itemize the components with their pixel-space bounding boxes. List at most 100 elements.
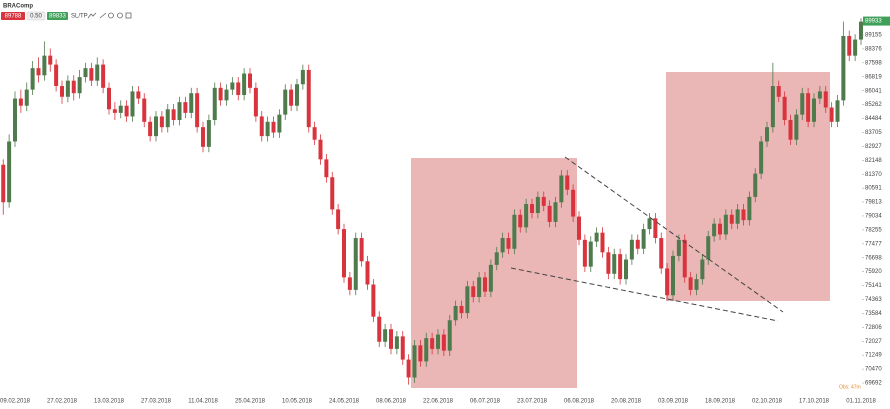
candle-body xyxy=(706,236,711,260)
candle-body xyxy=(336,209,341,230)
x-tick-label: 09.02.2018 xyxy=(0,399,31,405)
x-tick-label: 25.04.2018 xyxy=(235,399,266,405)
y-tick-label: 72027 xyxy=(865,339,882,345)
buy-button[interactable] xyxy=(47,12,68,20)
x-tick-label: 18.09.2018 xyxy=(705,399,736,405)
last-price-label: 89933 xyxy=(865,19,882,25)
candle-body xyxy=(13,98,17,142)
y-tick-label: 73584 xyxy=(865,311,882,317)
candle-body xyxy=(823,91,828,108)
y-tick-label: 87598 xyxy=(865,60,882,66)
x-tick-label: 17.10.2018 xyxy=(799,399,830,405)
candle-body xyxy=(835,100,840,122)
y-tick-label: 84484 xyxy=(865,116,882,122)
candle-body xyxy=(488,264,493,292)
candle-body xyxy=(782,96,787,121)
line-tool[interactable] xyxy=(87,12,97,19)
candle-body xyxy=(788,120,793,140)
x-tick-label: 27.03.2018 xyxy=(141,399,172,405)
candle-body xyxy=(700,259,705,280)
y-tick-label: 78255 xyxy=(865,227,882,233)
draw-tool[interactable] xyxy=(99,12,107,19)
sltp[interactable]: SL/TP xyxy=(71,14,88,20)
candle-body xyxy=(776,86,781,97)
candle-body xyxy=(230,82,235,90)
candle-body xyxy=(530,204,534,213)
candle-body xyxy=(265,121,270,137)
candle-body xyxy=(812,98,816,122)
candle-body xyxy=(541,196,546,206)
candle-body xyxy=(77,77,82,94)
candle-body xyxy=(201,127,205,147)
x-tick-label: 02.10.2018 xyxy=(752,399,783,405)
candle-body xyxy=(206,120,211,147)
y-tick-label: 89155 xyxy=(865,33,882,39)
sell-price[interactable]: 89788 xyxy=(5,14,22,20)
candle-body xyxy=(271,121,276,133)
x-tick-label: 06.07.2018 xyxy=(470,399,501,405)
candle-body xyxy=(48,55,53,65)
candle-body xyxy=(154,116,158,137)
candle-body xyxy=(177,102,182,121)
candle-body xyxy=(36,68,41,76)
candle-body xyxy=(817,91,822,99)
candle-body xyxy=(624,259,628,280)
candle-body xyxy=(535,196,540,213)
candle-body xyxy=(306,69,311,128)
candle-body xyxy=(54,64,59,87)
candle-body xyxy=(441,334,446,351)
x-tick-label: 22.06.2018 xyxy=(423,399,454,405)
candle-body xyxy=(577,216,581,240)
candle-body xyxy=(718,223,722,235)
y-tick-label: 70470 xyxy=(865,367,882,373)
y-tick-label: 85262 xyxy=(865,102,882,108)
candle-body xyxy=(424,338,429,362)
candle-body xyxy=(524,204,529,228)
candle-body xyxy=(218,87,223,101)
candle-body xyxy=(436,334,440,349)
y-tick-label: 88376 xyxy=(865,47,882,53)
trendlines xyxy=(510,156,784,322)
candle-body xyxy=(112,109,117,113)
candle-body xyxy=(676,239,681,256)
candle-body xyxy=(159,116,164,128)
candle-body xyxy=(406,359,411,378)
candle-body xyxy=(829,107,834,122)
y-tick-label: 80591 xyxy=(865,186,882,192)
settings[interactable] xyxy=(125,12,132,19)
candle-body xyxy=(588,241,593,267)
y-tick-label: 75141 xyxy=(865,283,882,289)
zoom-in[interactable] xyxy=(108,12,114,19)
candle-body xyxy=(653,218,658,239)
candle-body xyxy=(89,68,94,81)
candle-body xyxy=(477,277,482,298)
lot-field[interactable] xyxy=(26,11,46,21)
candle-body xyxy=(600,232,605,253)
lot[interactable]: 0.50 xyxy=(30,14,42,20)
tool-icons[interactable] xyxy=(87,12,132,19)
sell-button[interactable] xyxy=(1,12,25,20)
candle-body xyxy=(618,254,623,280)
candle-body xyxy=(682,239,687,278)
buy-price[interactable]: 89833 xyxy=(49,14,66,20)
x-tick-label: 03.09.2018 xyxy=(658,399,689,405)
candle-body xyxy=(330,177,335,210)
trend-line xyxy=(510,267,779,322)
candle-body xyxy=(353,238,358,290)
x-tick-label: 11.04.2018 xyxy=(188,399,218,405)
candle-body xyxy=(547,205,552,222)
candle-body xyxy=(195,93,200,128)
candle-body xyxy=(165,109,170,128)
candle-body xyxy=(1,164,6,203)
candle-body xyxy=(95,64,100,81)
annotation: Obs: 47m xyxy=(839,384,861,390)
candle-body xyxy=(759,141,764,174)
candle-body xyxy=(224,89,229,101)
zoom-out[interactable] xyxy=(117,12,123,19)
candle-body xyxy=(377,316,382,342)
candle-body xyxy=(859,21,863,40)
toolbar: BRAComp 89788 0.50 89833 SL/TP xyxy=(1,4,132,21)
candle-body xyxy=(453,305,458,321)
